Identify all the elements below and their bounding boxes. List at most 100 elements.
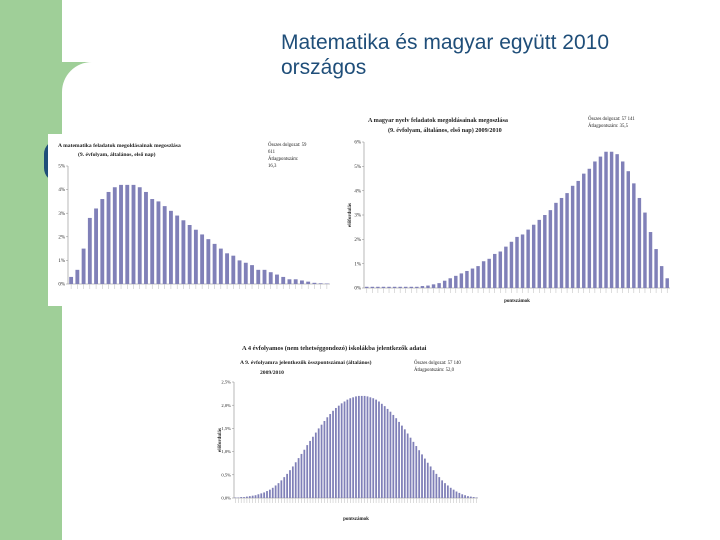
chart-bar xyxy=(570,185,575,288)
chart-bar xyxy=(376,286,380,288)
chart-bar xyxy=(604,151,608,288)
chart-bar xyxy=(314,432,317,498)
chart-bar xyxy=(498,251,503,288)
chart-bar xyxy=(470,268,475,288)
chart-bar xyxy=(392,414,395,498)
chart-bar xyxy=(461,494,464,498)
chart-bar xyxy=(271,487,274,498)
chart-y-tick-label: 3% xyxy=(58,212,65,217)
chart-bar xyxy=(369,397,372,498)
chart-title: A magyar nyelv feladatok megoldásainak m… xyxy=(368,117,508,124)
chart-bar xyxy=(452,489,455,498)
chart-bar xyxy=(293,279,298,284)
chart-bar xyxy=(257,494,260,498)
chart-bar xyxy=(381,286,386,288)
accent-corner xyxy=(62,62,122,122)
chart-math-panel: A matematika feladatok megoldásainak meg… xyxy=(48,134,336,306)
chart-bar xyxy=(337,405,340,498)
chart-bar xyxy=(69,276,74,284)
slide-background xyxy=(62,0,282,62)
chart-bar xyxy=(375,399,377,498)
chart-bar xyxy=(537,219,541,288)
chart-bar xyxy=(312,436,314,498)
chart-stats-line: Átlagpontszám: 52,0 xyxy=(414,367,455,373)
chart-bar xyxy=(609,151,614,288)
chart-bar xyxy=(383,406,386,498)
chart-bar xyxy=(289,470,291,498)
chart-bar xyxy=(472,497,475,498)
chart-bar xyxy=(100,199,105,284)
chart-bar xyxy=(309,440,311,498)
chart-bar xyxy=(415,286,419,288)
chart-bar xyxy=(277,483,280,498)
chart-bar xyxy=(565,193,569,288)
chart-bar xyxy=(243,262,248,284)
chart-y-axis-label: előfordulás xyxy=(218,428,223,452)
chart-bar xyxy=(281,276,286,284)
chart-bar xyxy=(335,407,337,498)
chart-y-tick-label: 1% xyxy=(58,259,65,264)
chart-y-tick-label: 6% xyxy=(354,141,361,146)
chart-stats-line: 611 xyxy=(268,150,276,155)
chart-bar xyxy=(181,220,186,284)
chart-bar xyxy=(200,234,205,284)
chart-bar xyxy=(398,421,400,498)
chart-bar xyxy=(291,466,294,498)
chart-bar xyxy=(487,258,491,288)
chart-bar xyxy=(283,477,286,498)
chart-bar xyxy=(254,495,257,498)
chart-bar xyxy=(504,246,508,288)
chart-bar xyxy=(329,414,332,498)
chart-bar xyxy=(112,187,117,284)
chart-bar xyxy=(360,395,363,498)
chart-bar xyxy=(262,269,267,284)
chart-subtitle: 2009/2010 xyxy=(260,370,284,376)
chart-bar xyxy=(94,208,99,284)
chart-bar xyxy=(620,161,625,288)
chart-bar xyxy=(446,485,449,498)
chart-bar xyxy=(320,424,323,498)
chart-stats-line: Összes dolgozat: 57 141 xyxy=(588,116,635,122)
slide-title-line2: országos xyxy=(281,56,367,79)
chart-bar xyxy=(637,197,642,288)
chart-y-tick-label: 5% xyxy=(58,165,65,170)
chart-bar xyxy=(548,210,553,288)
chart-bar xyxy=(515,236,519,288)
chart-bar xyxy=(598,156,603,288)
chart-bar xyxy=(654,249,658,288)
chart-y-tick-label: 4% xyxy=(354,189,361,194)
chart-bar xyxy=(87,217,92,284)
chart-bar xyxy=(312,282,317,284)
chart-bar xyxy=(306,281,311,284)
chart-header: A 4 évfolyamos (nem tehetséggondozó) isk… xyxy=(242,345,427,352)
chart-bar xyxy=(303,449,306,498)
chart-y-tick-label: 2% xyxy=(58,235,65,240)
chart-bar xyxy=(260,493,263,498)
chart-bar xyxy=(144,191,148,284)
slide-title: Matematika és magyar együtt 2010 országo… xyxy=(281,30,701,80)
chart-bar xyxy=(363,395,366,498)
chart-bar xyxy=(418,450,421,498)
chart-subtitle: (9. évfolyam, általános, első nap) xyxy=(78,151,156,158)
chart-bar xyxy=(332,410,334,498)
chart-bar xyxy=(444,483,446,498)
chart-y-tick-label: 1,5% xyxy=(221,426,231,432)
chart-bar xyxy=(576,180,580,288)
chart-bar xyxy=(156,201,161,284)
chart-bar xyxy=(75,269,80,284)
chart-bar xyxy=(263,492,266,498)
chart-bar xyxy=(403,429,406,498)
chart-bar xyxy=(459,273,464,288)
chart-stats-line: Összes dolgozat: 57 140 xyxy=(414,360,461,366)
chart-y-tick-label: 0% xyxy=(354,287,361,292)
chart-bar xyxy=(582,173,586,288)
chart-bar xyxy=(357,395,360,498)
chart-bar xyxy=(365,286,369,288)
chart-bar xyxy=(187,225,192,284)
chart-bar xyxy=(237,260,242,284)
chart-bar xyxy=(231,255,236,284)
chart-bar xyxy=(467,496,469,498)
chart-bar xyxy=(274,485,277,498)
chart-y-tick-label: 2% xyxy=(354,238,361,243)
chart-bar xyxy=(509,241,514,288)
